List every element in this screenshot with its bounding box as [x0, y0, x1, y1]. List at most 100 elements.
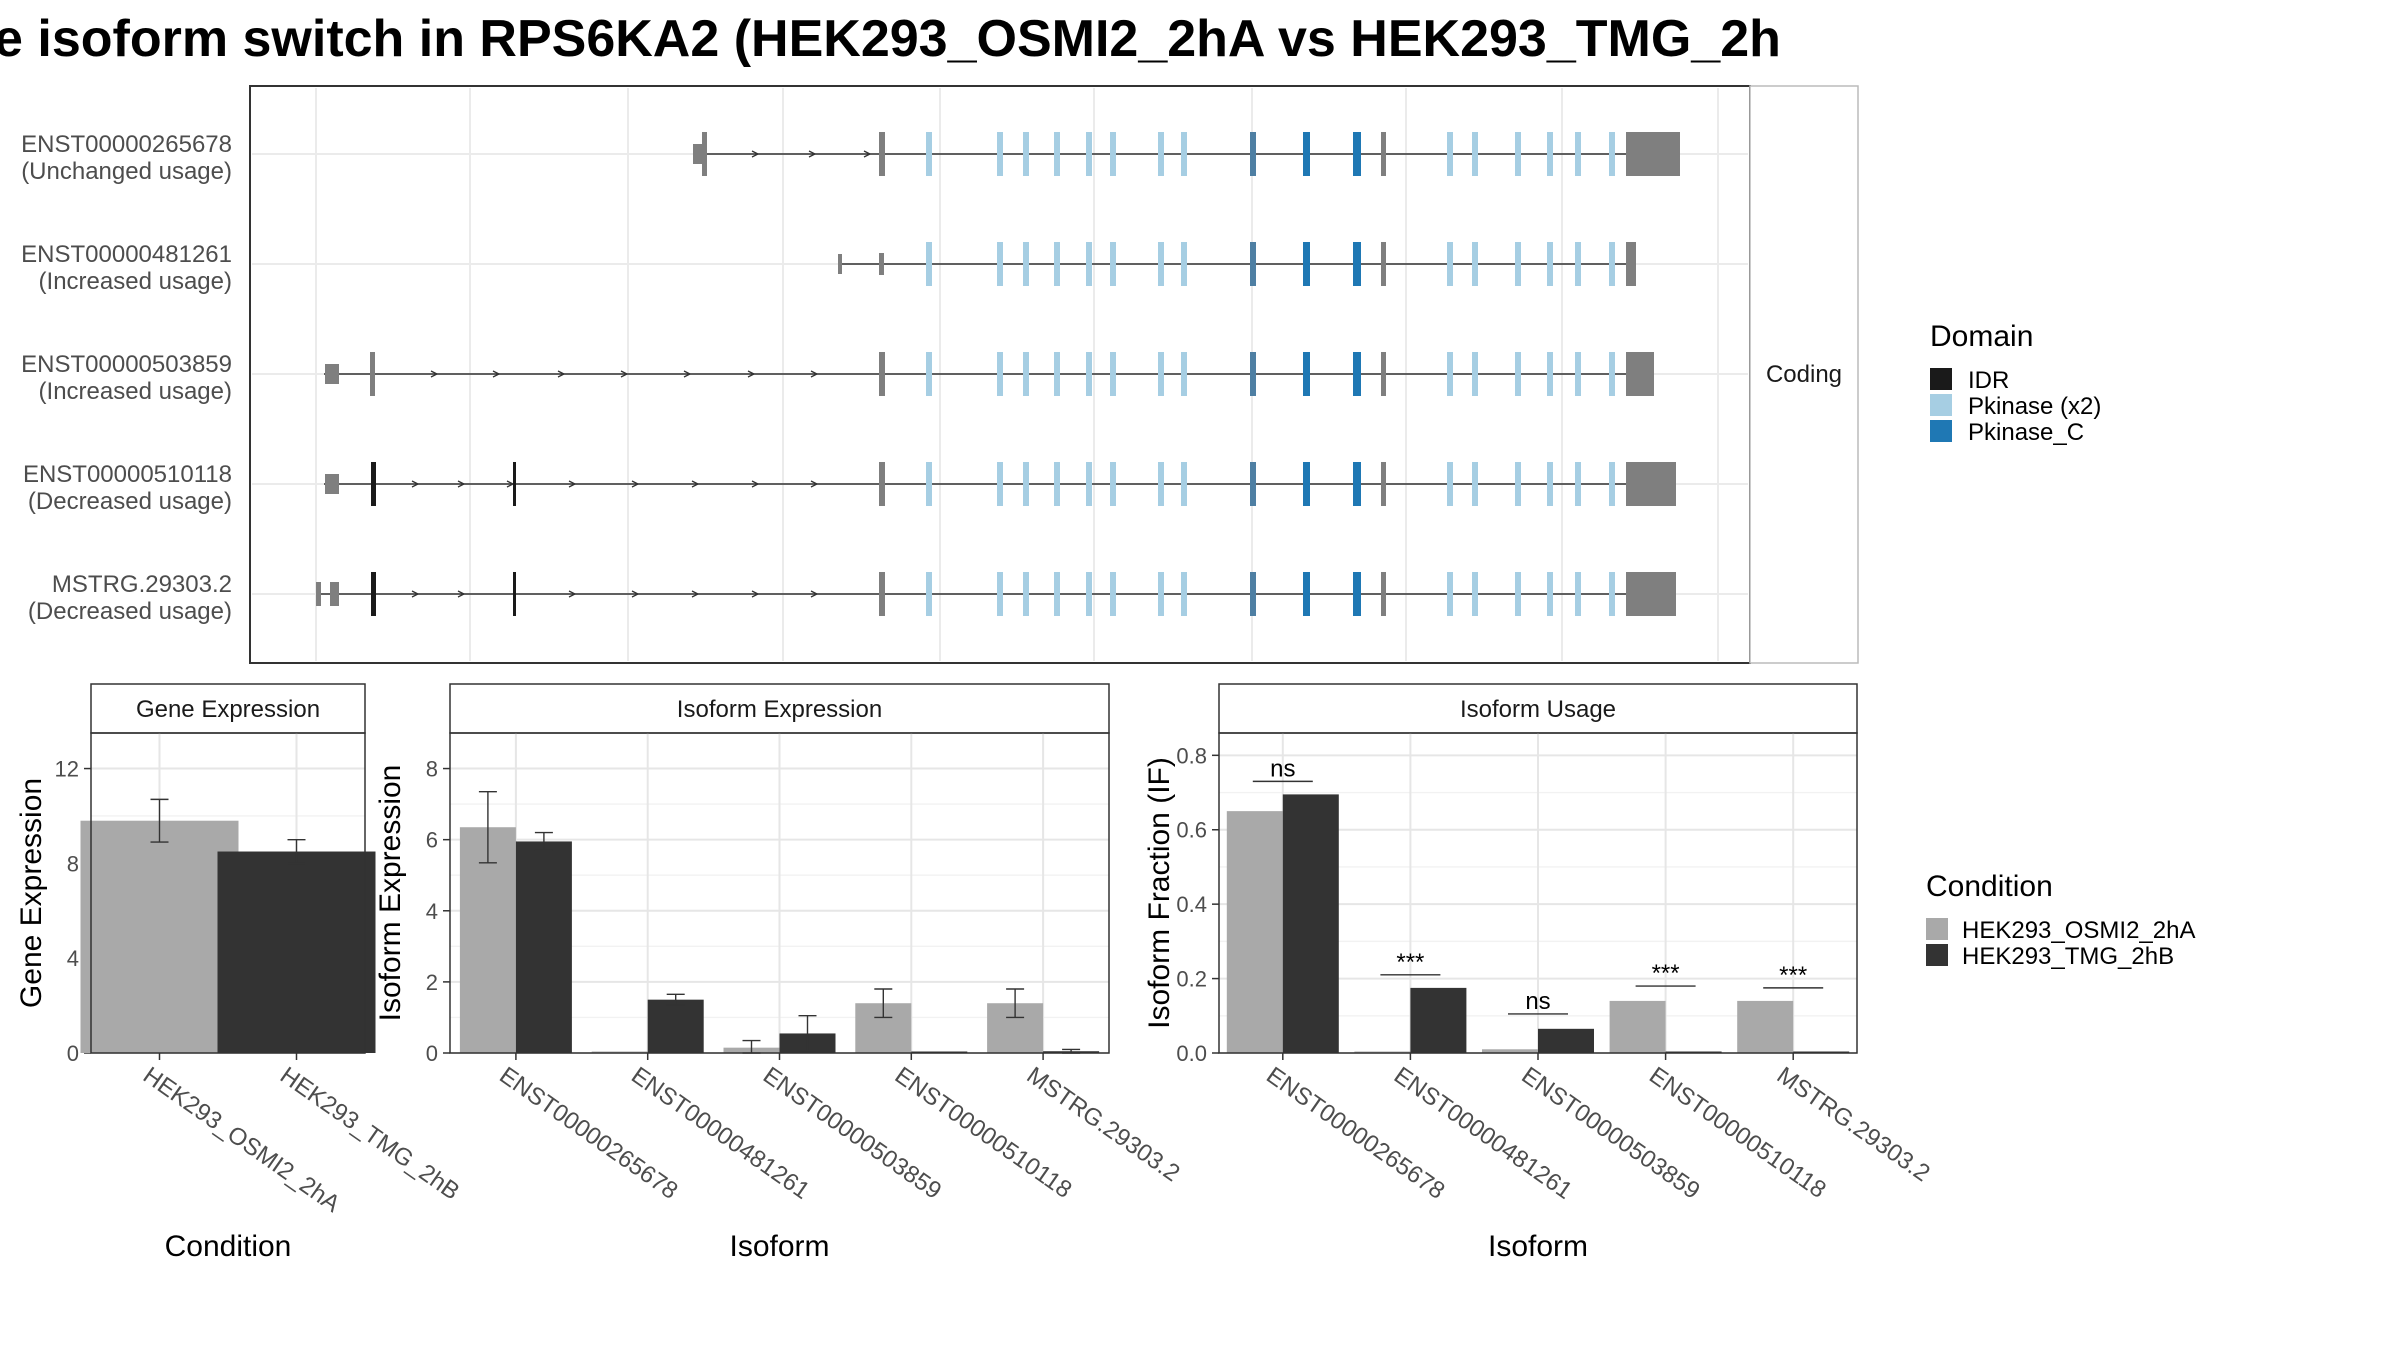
- exon-block: [1472, 242, 1478, 286]
- legend-label-idr: IDR: [1968, 367, 2009, 394]
- isoform-id-2: ENST00000481261: [21, 241, 232, 268]
- exon-block: [1575, 132, 1581, 176]
- exon-block: [1023, 352, 1029, 396]
- exon-block: [1515, 462, 1521, 506]
- tick-label-y: 0.2: [1176, 967, 1207, 992]
- exon-block: [1158, 462, 1164, 506]
- isoform-usage-3: (Increased usage): [39, 378, 232, 405]
- strand-arrow: [691, 480, 700, 488]
- strand-arrow: [631, 480, 640, 488]
- strand-arrow: [492, 370, 501, 378]
- strand-arrow: [683, 370, 692, 378]
- utr-block: [1628, 242, 1636, 286]
- exon-block: [1547, 462, 1553, 506]
- strand-arrow: [747, 370, 756, 378]
- tick-label-y: 0.6: [1176, 818, 1207, 843]
- exon-block: [1381, 462, 1386, 506]
- exon-block: [1054, 572, 1060, 616]
- exon-block: [1472, 132, 1478, 176]
- exon-block: [1381, 572, 1386, 616]
- strand-arrow: [863, 150, 872, 158]
- exon-block: [1250, 572, 1256, 616]
- condition-legend-title: Condition: [1926, 870, 2053, 903]
- bar: [515, 841, 572, 1053]
- transcript-track-1: [693, 132, 1680, 176]
- exon-block: [325, 474, 339, 494]
- exon-block: [1158, 352, 1164, 396]
- structure-strip: [1749, 85, 1859, 664]
- isoform-usage-5: (Decreased usage): [28, 598, 232, 625]
- exon-block: [926, 462, 932, 506]
- exon-block: [1609, 462, 1615, 506]
- exon-block: [1547, 352, 1553, 396]
- strand-arrow: [751, 590, 760, 598]
- exon-block: [1250, 462, 1256, 506]
- legend-label-pkinase-c: Pkinase_C: [1968, 419, 2084, 446]
- exon-block: [1472, 352, 1478, 396]
- exon-block: [1181, 572, 1187, 616]
- exon-block: [1472, 572, 1478, 616]
- isoform-expression-plot-border: [449, 732, 1110, 1054]
- exon-block: [1353, 572, 1361, 616]
- legend-key-tmg: [1926, 944, 1948, 966]
- tick-label-y: 0: [67, 1041, 79, 1066]
- transcript-track-3: [324, 352, 1654, 396]
- tick-label-y: 2: [426, 970, 438, 995]
- isoform-usage-panel: Isoform Usage0.00.20.40.60.8ENST00000265…: [1143, 683, 1935, 1263]
- isoform-id-5: MSTRG.29303.2: [52, 571, 232, 598]
- gene-expression-y-axis-title: Gene Expression: [15, 778, 48, 1008]
- exon-block: [1447, 462, 1453, 506]
- exon-block: [1353, 352, 1361, 396]
- exon-block: [330, 582, 339, 606]
- exon-block: [1086, 572, 1092, 616]
- tick-label-y: 0: [426, 1041, 438, 1066]
- strand-arrow: [810, 590, 819, 598]
- condition-legend: Condition HEK293_OSMI2_2hA HEK293_TMG_2h…: [1926, 870, 2195, 970]
- exon-block: [1472, 462, 1478, 506]
- bar: [80, 820, 239, 1053]
- exon-block: [1515, 352, 1521, 396]
- legend-label-osmi2: HEK293_OSMI2_2hA: [1962, 917, 2195, 944]
- isoform-usage-1: (Unchanged usage): [21, 158, 232, 185]
- tick-label-y: 8: [67, 851, 79, 876]
- significance-label: ***: [1396, 949, 1424, 976]
- structure-tracks: [316, 132, 1680, 616]
- legend-label-tmg: HEK293_TMG_2hB: [1962, 943, 2174, 970]
- bar: [1538, 1028, 1594, 1053]
- exon-block: [1447, 572, 1453, 616]
- gene-expression-plot-border: [90, 732, 366, 1054]
- exon-block: [1086, 132, 1092, 176]
- strand-arrow: [631, 590, 640, 598]
- exon-block: [371, 462, 376, 506]
- significance-label: ns: [1270, 755, 1295, 782]
- exon-block: [1303, 132, 1310, 176]
- isoform-usage-2: (Increased usage): [39, 268, 232, 295]
- gene-expression-x-axis-title: Condition: [165, 1230, 292, 1263]
- isoform-expression-strip: [449, 683, 1110, 734]
- exon-block: [1250, 132, 1256, 176]
- legend-key-pkinase-c: [1930, 420, 1952, 442]
- exon-block: [1086, 352, 1092, 396]
- transcript-track-2: [838, 242, 1636, 286]
- exon-block: [1447, 132, 1453, 176]
- strand-arrow: [808, 150, 817, 158]
- exon-block: [1110, 132, 1116, 176]
- strand-arrow: [620, 370, 629, 378]
- strand-arrow: [430, 370, 439, 378]
- isoform-id-3: ENST00000503859: [21, 351, 232, 378]
- exon-block: [1181, 242, 1187, 286]
- exon-block: [1158, 242, 1164, 286]
- tick-label-y: 8: [426, 757, 438, 782]
- exon-block: [1547, 572, 1553, 616]
- exon-block: [1609, 132, 1615, 176]
- exon-block: [1086, 462, 1092, 506]
- tick-label-y: 0.8: [1176, 743, 1207, 768]
- exon-block: [1110, 352, 1116, 396]
- exon-block: [1054, 462, 1060, 506]
- legend-label-pkinase: Pkinase (x2): [1968, 393, 2101, 420]
- exon-block: [1023, 572, 1029, 616]
- exon-block: [1381, 352, 1386, 396]
- utr-block: [1628, 572, 1676, 616]
- isoform-labels: ENST00000265678 (Unchanged usage) ENST00…: [21, 131, 232, 625]
